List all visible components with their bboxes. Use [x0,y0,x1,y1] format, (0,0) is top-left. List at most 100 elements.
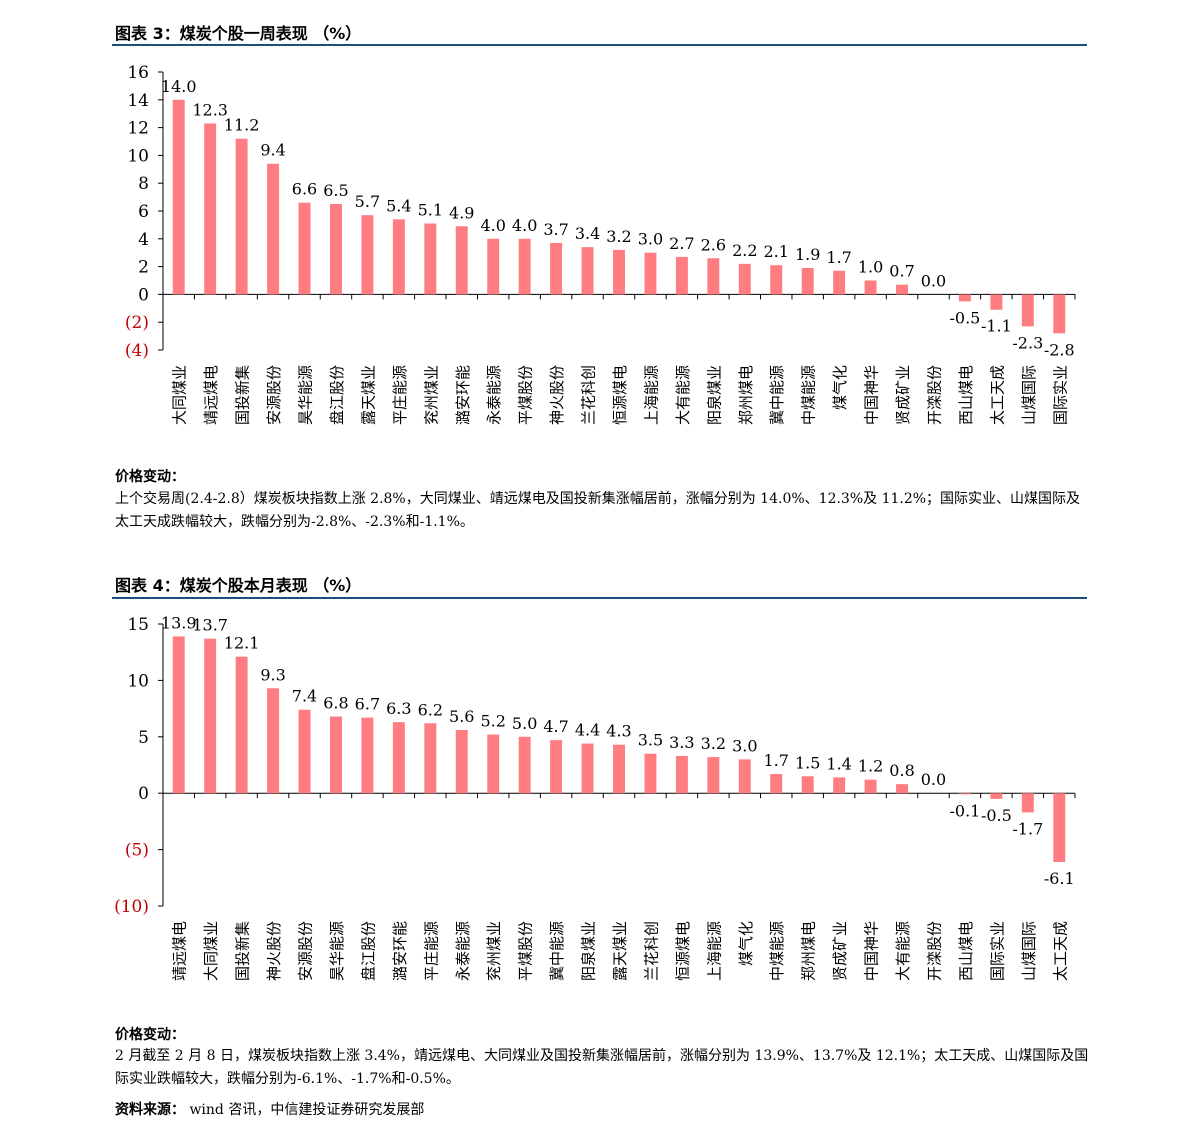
fig3-bar [298,202,311,295]
fig4-data-label: -0.5 [981,806,1012,825]
fig3-y-tick-label: 10 [127,146,149,166]
fig4-bar [487,734,500,794]
fig4-data-label: 0.8 [889,761,914,780]
fig3-bar [990,294,1003,310]
fig3-bar [770,265,783,295]
fig3-y-tick-label: 8 [138,174,149,194]
fig3-category-label: 郑州煤电 [737,365,755,425]
fig4-category-label: 平庄能源 [422,921,440,981]
fig3-category-label: 阳泉煤业 [705,365,723,425]
fig4-data-label: 1.2 [858,757,883,776]
fig4-data-label: 6.7 [355,695,380,714]
figure-4-chart: 15 10 5 0 (5) (10) 13.9 靖远煤电 13.7 大同煤业 12.1 国投新集 9.3… [114,613,1076,981]
fig4-category-label: 山煤国际 [1020,921,1038,981]
fig3-category-label: 盘江股份 [328,365,346,425]
fig3-category-label: 兰花科创 [580,365,598,425]
source-label: 资料来源： [115,1102,185,1118]
fig4-bar [833,777,846,794]
fig4-bar [896,784,909,794]
fig3-category-label: 恒源煤电 [611,365,629,425]
fig4-bar [613,744,625,794]
fig3-bar [487,238,500,295]
fig3-data-label: 2.1 [764,242,789,261]
fig4-bar [392,722,405,794]
figure-4-caption-text: 2 月截至 2 月 8 日，煤炭板块指数上涨 3.4%，靖远煤电、大同煤业及国投… [115,1048,1089,1087]
fig4-data-label: 1.7 [764,751,789,770]
fig4-bar [424,723,437,794]
fig3-bar [958,294,971,302]
fig3-bar [896,284,909,295]
fig3-data-label: 1.7 [826,248,851,267]
fig3-data-label: 3.0 [638,230,663,249]
fig3-data-label: 14.0 [161,77,197,96]
fig3-y-tick-label: 2 [138,258,149,278]
figure-3-rule [112,44,1087,46]
fig4-data-label: 7.4 [292,687,317,706]
fig3-bar [267,163,280,295]
fig4-bar [550,740,563,794]
fig3-bar [235,138,248,295]
fig3-data-label: 2.2 [732,241,757,260]
fig3-category-label: 潞安环能 [454,365,472,425]
fig3-data-label: 4.9 [449,203,474,222]
fig4-bar [518,736,531,794]
fig3-data-label: 5.1 [418,201,443,220]
fig4-data-label: 6.2 [418,700,443,719]
fig3-category-label: 露天煤业 [359,365,377,425]
fig3-category-label: 贤成矿业 [894,365,912,425]
fig4-category-label: 煤气化 [737,921,755,966]
fig3-data-label: 5.7 [355,192,380,211]
fig4-data-label: -0.1 [950,801,981,820]
fig3-category-label: 永泰能源 [485,365,503,425]
fig4-category-label: 太工天成 [1051,921,1069,981]
fig4-y-tick-label: 5 [138,728,149,748]
fig3-data-label: 11.2 [224,116,260,135]
fig4-bar [1053,793,1066,863]
fig4-category-label: 阳泉煤业 [580,921,598,981]
fig3-bar [675,256,688,295]
fig3-data-label: -2.3 [1012,333,1043,352]
fig3-bar [581,247,594,295]
fig4-data-label: 3.5 [638,731,663,750]
fig4-bar [990,793,1003,799]
fig4-bar [675,755,688,794]
fig3-data-label: 3.4 [575,224,600,243]
fig4-data-label: 1.4 [826,754,851,773]
fig3-y-tick-label: (4) [125,341,149,361]
fig4-data-label: 5.2 [480,712,505,731]
fig4-category-label: 盘江股份 [359,921,377,981]
fig3-category-label: 平庄能源 [391,365,409,425]
figure-4-caption-label: 价格变动： [115,1027,185,1043]
fig3-bar [329,204,342,295]
fig4-bar [235,656,248,794]
fig4-category-label: 大同煤业 [202,921,220,981]
fig4-bar [172,636,185,794]
fig3-category-label: 靖远煤电 [202,365,220,425]
fig4-data-label: 4.3 [606,722,631,741]
fig3-bar [1053,294,1066,334]
fig4-category-label: 兰花科创 [642,921,660,981]
fig3-data-label: 0.0 [921,271,946,290]
fig4-data-label: 5.0 [512,714,537,733]
fig3-data-label: 6.5 [323,181,348,200]
fig4-data-label: 3.0 [732,736,757,755]
fig4-data-label: 1.5 [795,753,820,772]
fig3-category-label: 安源股份 [265,365,283,425]
fig3-data-label: -1.1 [981,317,1012,336]
fig3-category-label: 中煤能源 [800,365,818,425]
fig4-bar [267,688,280,794]
fig3-category-label: 国投新集 [234,365,252,425]
fig4-data-label: 9.3 [260,665,285,684]
fig3-data-label: 2.7 [669,234,694,253]
fig3-category-label: 平煤股份 [517,365,535,425]
fig4-bar [1021,793,1034,813]
fig4-y-tick-label: 15 [127,615,149,635]
fig3-category-label: 山煤国际 [1020,365,1038,425]
fig3-bar [833,270,846,295]
fig3-bar [455,226,468,295]
fig3-bar [864,280,877,295]
fig4-category-label: 大有能源 [894,921,912,981]
fig3-y-tick-label: (2) [125,313,149,333]
fig4-data-label: 4.7 [543,717,568,736]
fig3-data-label: 12.3 [192,100,228,119]
